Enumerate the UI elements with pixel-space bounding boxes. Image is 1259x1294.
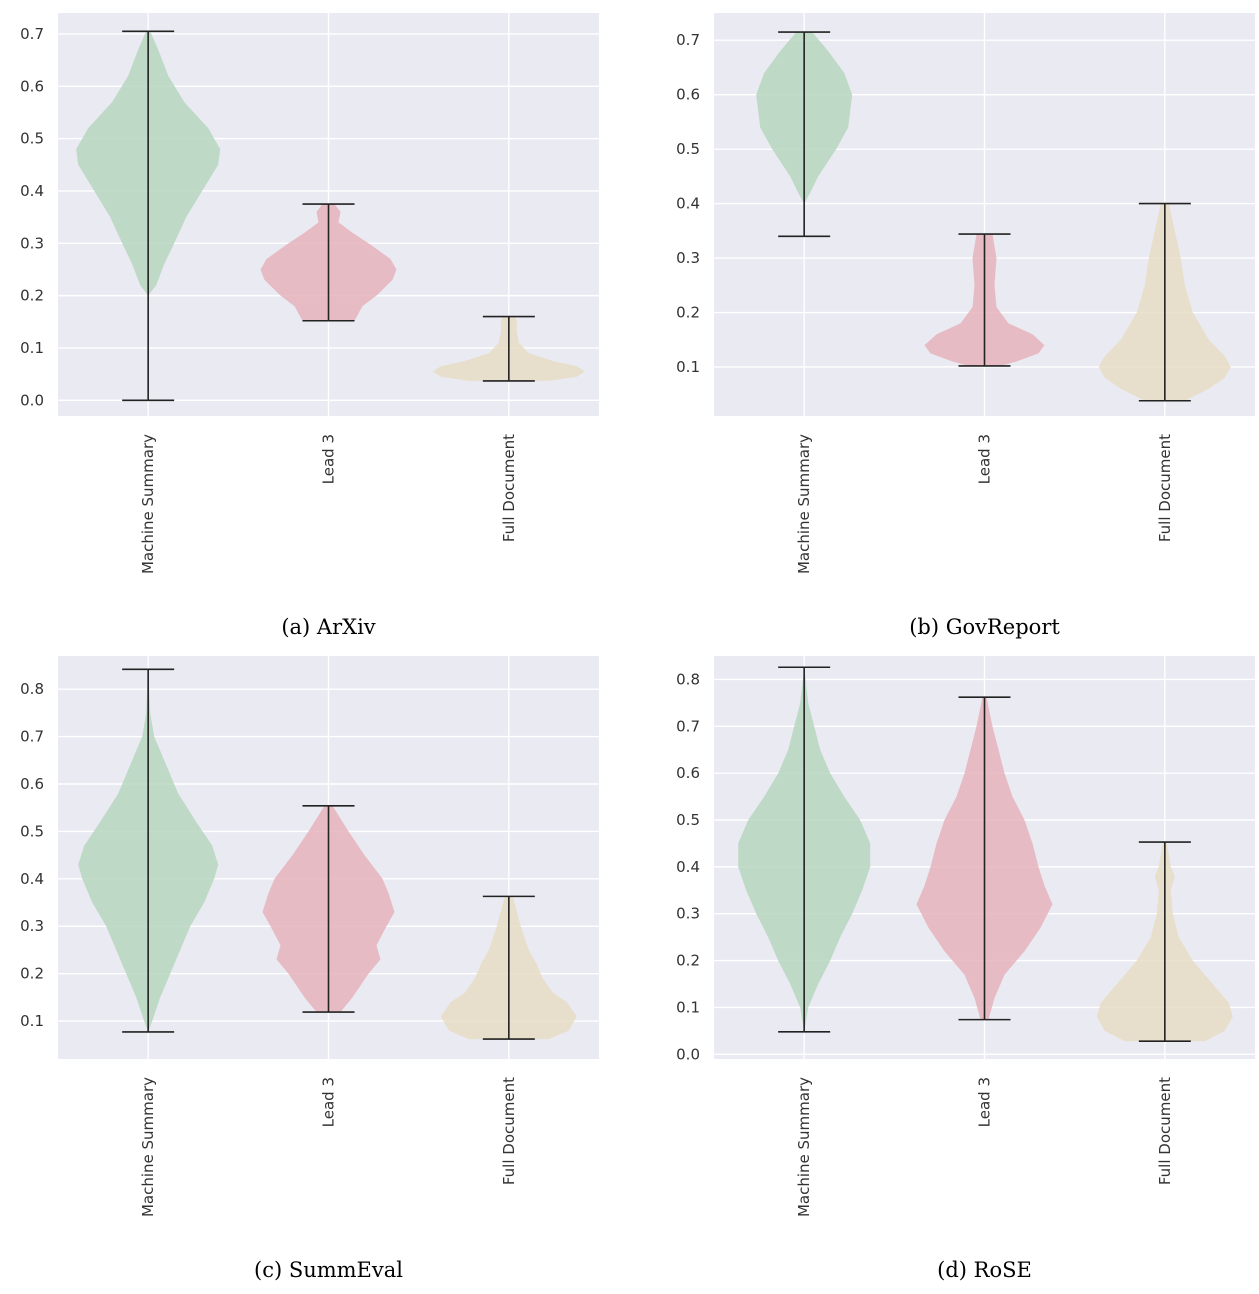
panel-caption: (c) SummEval — [254, 1258, 403, 1282]
y-tick-label: 0.5 — [676, 811, 700, 829]
y-tick-label: 0.0 — [676, 1045, 700, 1063]
panel-caption: (d) RoSE — [937, 1258, 1032, 1282]
x-tick-label-machine-summary: Machine Summary — [139, 434, 157, 574]
y-tick-label: 0.8 — [20, 680, 44, 698]
x-tick-label-full-document: Full Document — [500, 1077, 518, 1185]
y-tick-label: 0.4 — [20, 870, 44, 888]
y-tick-label: 0.5 — [20, 130, 44, 148]
panel-caption: (a) ArXiv — [281, 615, 375, 639]
x-tick-label-machine-summary: Machine Summary — [795, 434, 813, 574]
x-tick-label-lead-3: Lead 3 — [976, 1077, 994, 1127]
x-tick-label-lead-3: Lead 3 — [976, 434, 994, 484]
y-tick-label: 0.1 — [676, 998, 700, 1016]
y-tick-label: 0.5 — [20, 822, 44, 840]
y-tick-label: 0.7 — [676, 717, 700, 735]
x-tick-label-lead-3: Lead 3 — [320, 434, 338, 484]
y-tick-label: 0.1 — [676, 358, 700, 376]
y-tick-label: 0.8 — [676, 670, 700, 688]
x-tick-label-full-document: Full Document — [1156, 1077, 1174, 1185]
y-tick-label: 0.4 — [20, 182, 44, 200]
x-tick-label-machine-summary: Machine Summary — [795, 1077, 813, 1217]
y-tick-label: 0.5 — [676, 140, 700, 158]
y-tick-label: 0.7 — [676, 31, 700, 49]
x-tick-label-full-document: Full Document — [500, 434, 518, 542]
y-tick-label: 0.4 — [676, 858, 700, 876]
violin-panel-4: 0.0 0.1 0.2 0.3 0.4 0.5 0.6 0.7 0.8 Machine Summa… — [676, 656, 1255, 1282]
y-tick-label: 0.2 — [20, 965, 44, 983]
violin-panel-3: 0.1 0.2 0.3 0.4 0.5 0.6 0.7 0.8 Machine Summary L… — [20, 656, 599, 1282]
y-tick-label: 0.6 — [20, 775, 44, 793]
violin-panel-1: 0.0 0.1 0.2 0.3 0.4 0.5 0.6 0.7 Machine Summary L… — [20, 13, 599, 639]
panel-caption: (b) GovReport — [909, 615, 1060, 639]
y-tick-label: 0.3 — [20, 234, 44, 252]
x-tick-label-full-document: Full Document — [1156, 434, 1174, 542]
y-tick-label: 0.0 — [20, 391, 44, 409]
violin-panel-2: 0.1 0.2 0.3 0.4 0.5 0.6 0.7 Machine Summary Lead… — [676, 13, 1255, 639]
y-tick-label: 0.2 — [20, 287, 44, 305]
y-tick-label: 0.6 — [20, 77, 44, 95]
y-tick-label: 0.2 — [676, 304, 700, 322]
y-tick-label: 0.2 — [676, 952, 700, 970]
y-tick-label: 0.4 — [676, 195, 700, 213]
y-tick-label: 0.7 — [20, 728, 44, 746]
y-tick-label: 0.7 — [20, 25, 44, 43]
y-tick-label: 0.1 — [20, 339, 44, 357]
x-tick-label-machine-summary: Machine Summary — [139, 1077, 157, 1217]
y-tick-label: 0.6 — [676, 86, 700, 104]
y-tick-label: 0.3 — [676, 249, 700, 267]
y-tick-label: 0.3 — [676, 905, 700, 923]
x-tick-label-lead-3: Lead 3 — [320, 1077, 338, 1127]
y-tick-label: 0.6 — [676, 764, 700, 782]
y-tick-label: 0.3 — [20, 917, 44, 935]
y-tick-label: 0.1 — [20, 1012, 44, 1030]
